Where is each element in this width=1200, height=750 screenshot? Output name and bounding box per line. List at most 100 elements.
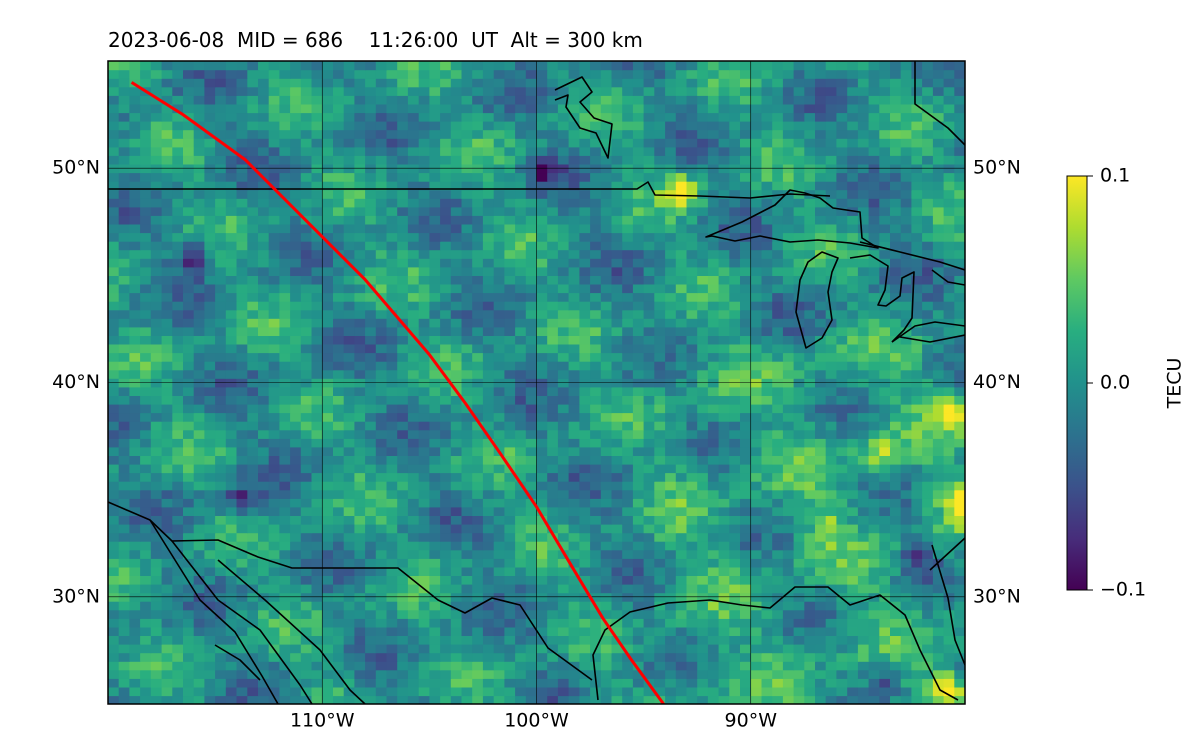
- heatmap-cell: [740, 181, 752, 191]
- heatmap-cell: [900, 378, 912, 388]
- heatmap-cell: [322, 429, 334, 439]
- heatmap-cell: [129, 566, 141, 576]
- heatmap-cell: [761, 515, 773, 525]
- heatmap-cell: [943, 206, 955, 216]
- heatmap-cell: [279, 644, 291, 654]
- heatmap-cell: [354, 215, 366, 225]
- heatmap-cell: [108, 652, 120, 662]
- heatmap-cell: [600, 232, 613, 242]
- heatmap-cell: [333, 558, 345, 568]
- heatmap-cell: [536, 343, 548, 354]
- heatmap-cell: [922, 558, 934, 568]
- heatmap-cell: [247, 463, 259, 474]
- heatmap-cell: [236, 626, 248, 636]
- heatmap-cell: [504, 678, 516, 688]
- heatmap-cell: [729, 206, 741, 216]
- heatmap-cell: [472, 515, 484, 525]
- heatmap-cell: [172, 258, 184, 268]
- heatmap-cell: [386, 275, 398, 285]
- heatmap-cell: [590, 301, 602, 311]
- heatmap-cell: [579, 352, 591, 362]
- heatmap-cell: [782, 438, 795, 448]
- heatmap-cell: [643, 283, 655, 294]
- heatmap-cell: [515, 343, 527, 354]
- heatmap-cell: [622, 541, 634, 551]
- heatmap-cell: [333, 618, 345, 628]
- heatmap-cell: [172, 309, 184, 319]
- heatmap-cell: [590, 189, 602, 199]
- heatmap-cell: [311, 686, 323, 697]
- heatmap-cell: [568, 472, 580, 482]
- heatmap-cell: [504, 489, 516, 499]
- heatmap-cell: [847, 258, 859, 268]
- heatmap-cell: [675, 549, 688, 559]
- heatmap-cell: [311, 275, 323, 285]
- heatmap-cell: [686, 198, 698, 208]
- heatmap-cell: [215, 181, 227, 191]
- heatmap-cell: [108, 172, 120, 182]
- heatmap-cell: [140, 472, 152, 482]
- heatmap-cell: [847, 343, 859, 354]
- heatmap-cell: [750, 678, 763, 688]
- heatmap-cell: [247, 601, 259, 611]
- heatmap-cell: [193, 618, 205, 628]
- heatmap-cell: [161, 258, 173, 268]
- heatmap-cell: [504, 309, 516, 319]
- heatmap-cell: [815, 558, 827, 568]
- heatmap-cell: [643, 309, 655, 319]
- heatmap-cell: [493, 223, 505, 234]
- heatmap-cell: [568, 686, 580, 697]
- heatmap-cell: [579, 463, 591, 474]
- heatmap-cell: [311, 232, 323, 242]
- heatmap-cell: [547, 498, 559, 508]
- heatmap-cell: [450, 438, 463, 448]
- heatmap-cell: [536, 189, 548, 199]
- heatmap-cell: [890, 463, 902, 474]
- heatmap-cell: [118, 635, 130, 645]
- heatmap-cell: [547, 241, 559, 251]
- heatmap-cell: [450, 352, 463, 362]
- heatmap-cell: [108, 232, 120, 242]
- heatmap-cell: [911, 326, 923, 336]
- heatmap-cell: [515, 626, 527, 636]
- heatmap-cell: [375, 386, 388, 396]
- heatmap-cell: [161, 352, 173, 362]
- heatmap-cell: [825, 575, 837, 585]
- heatmap-cell: [825, 438, 837, 448]
- heatmap-cell: [536, 438, 548, 448]
- heatmap-cell: [204, 472, 216, 482]
- heatmap-cell: [129, 472, 141, 482]
- heatmap-cell: [890, 318, 902, 328]
- heatmap-cell: [665, 318, 677, 328]
- heatmap-cell: [793, 635, 805, 645]
- heatmap-cell: [761, 618, 773, 628]
- heatmap-cell: [247, 343, 259, 354]
- heatmap-cell: [868, 301, 880, 311]
- heatmap-cell: [183, 206, 195, 216]
- heatmap-cell: [322, 318, 334, 328]
- heatmap-cell: [643, 241, 655, 251]
- heatmap-cell: [333, 215, 345, 225]
- heatmap-cell: [450, 652, 463, 662]
- heatmap-cell: [890, 421, 902, 431]
- heatmap-cell: [482, 215, 495, 225]
- heatmap-cell: [750, 412, 763, 422]
- heatmap-cell: [611, 326, 623, 336]
- heatmap-cell: [268, 618, 280, 628]
- heatmap-cell: [740, 206, 752, 216]
- heatmap-cell: [890, 412, 902, 422]
- heatmap-cell: [772, 489, 784, 499]
- heatmap-cell: [482, 661, 495, 671]
- heatmap-cell: [108, 438, 120, 448]
- heatmap-cell: [322, 421, 334, 431]
- heatmap-cell: [493, 644, 505, 654]
- heatmap-cell: [354, 249, 366, 259]
- heatmap-cell: [857, 343, 870, 354]
- heatmap-cell: [333, 198, 345, 208]
- heatmap-cell: [879, 678, 891, 688]
- heatmap-cell: [804, 463, 816, 474]
- heatmap-cell: [654, 686, 666, 697]
- heatmap-cell: [429, 472, 441, 482]
- heatmap-cell: [825, 626, 837, 636]
- heatmap-cell: [204, 669, 216, 679]
